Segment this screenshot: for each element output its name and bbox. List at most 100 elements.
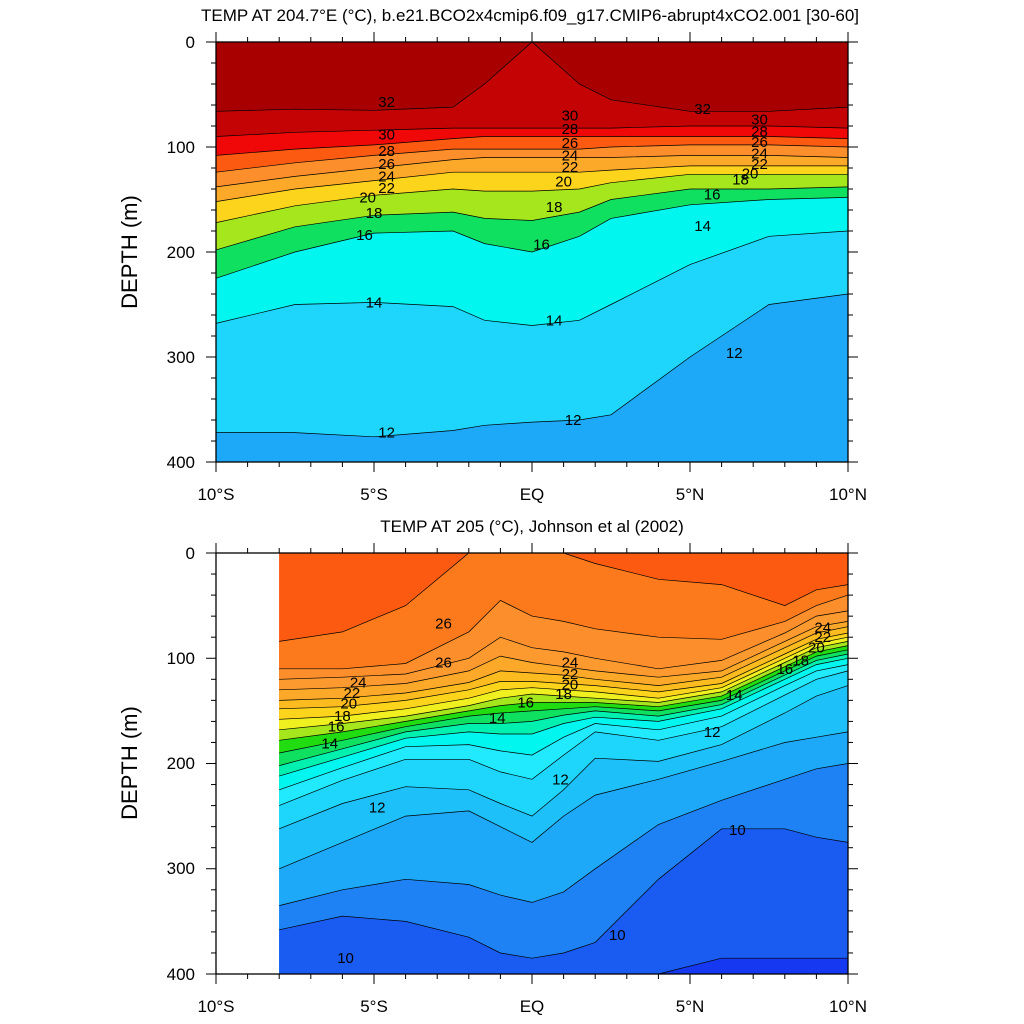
y-axis-label: DEPTH (m) <box>117 195 142 309</box>
panel-title: TEMP AT 205 (°C), Johnson et al (2002) <box>380 517 684 536</box>
isotherm-10-line <box>279 828 849 959</box>
isotherm-28-line <box>215 136 849 156</box>
contour-label: 14 <box>489 710 506 727</box>
contour-label: 26 <box>378 156 395 173</box>
x-tick-label: 10°S <box>197 997 234 1016</box>
contour-label: 26 <box>562 135 579 152</box>
contour-label: 32 <box>378 94 395 111</box>
contour-label: 20 <box>555 174 572 191</box>
contour-label: 20 <box>340 696 357 713</box>
y-tick-label: 200 <box>167 754 195 773</box>
isotherm-12-line <box>279 731 849 870</box>
contour-label: 28 <box>562 121 579 138</box>
contour-label: 20 <box>742 165 759 182</box>
contour-label: 24 <box>814 620 831 637</box>
contour-label: 12 <box>704 724 721 741</box>
isotherm-24-line <box>279 621 849 691</box>
isotherm-22-line <box>279 632 849 710</box>
x-tick-label: 10°S <box>197 485 234 504</box>
isotherm-13-line <box>279 685 849 830</box>
contour-label: 18 <box>732 172 749 189</box>
contour-labels: 2626242220181614121024222018161412102422… <box>321 616 831 968</box>
isotherm-16-line <box>215 197 849 279</box>
x-tick-label: 10°N <box>829 997 867 1016</box>
contour-label: 24 <box>350 674 367 691</box>
contour-label: 28 <box>751 123 768 140</box>
panel-title: TEMP AT 204.7°E (°C), b.e21.BCO2x4cmip6.… <box>201 6 859 25</box>
contour-label: 26 <box>435 616 452 633</box>
isotherm-11-line <box>279 763 849 906</box>
contour-label: 16 <box>517 694 534 711</box>
contour-label: 22 <box>562 159 579 176</box>
contour-label: 28 <box>378 143 395 160</box>
contour-label: 22 <box>751 156 768 173</box>
isotherm-15-line <box>279 664 849 791</box>
contour-label: 18 <box>546 199 563 216</box>
isotherm-25-line <box>279 610 849 680</box>
y-tick-label: 200 <box>167 243 195 262</box>
contour-label: 32 <box>694 101 711 118</box>
contour-label: 22 <box>378 180 395 197</box>
contour-label: 12 <box>565 412 582 429</box>
contour-label: 20 <box>808 640 825 657</box>
contour-label: 16 <box>533 237 550 254</box>
contour-label: 22 <box>344 685 361 702</box>
isotherm-14-line <box>215 230 849 326</box>
contour-label: 14 <box>694 218 711 235</box>
isotherm-18-line <box>215 186 849 251</box>
y-tick-label: 0 <box>186 544 195 563</box>
y-tick-label: 300 <box>167 348 195 367</box>
isotherm-12-fill <box>216 294 848 462</box>
contour-label: 10 <box>609 927 626 944</box>
contour-label: 18 <box>555 686 572 703</box>
y-tick-label: 100 <box>167 138 195 157</box>
y-axis-label: DEPTH (m) <box>117 706 142 820</box>
contour-label: 20 <box>562 677 579 694</box>
isotherm-17-line <box>279 653 849 766</box>
isotherm-24-line <box>215 155 849 188</box>
contour-lines <box>279 552 849 975</box>
x-tick-label: 5°N <box>676 485 705 504</box>
isotherm-12-line <box>216 293 849 438</box>
contour-label: 22 <box>814 629 831 646</box>
contour-label: 16 <box>776 661 793 678</box>
isotherm-18-line <box>279 649 849 754</box>
contour-label: 26 <box>751 134 768 151</box>
isotherm-23-line <box>279 626 849 701</box>
y-tick-label: 100 <box>167 649 195 668</box>
isotherm-14-line <box>279 670 849 806</box>
contour-label: 26 <box>435 654 452 671</box>
contour-label: 10 <box>337 950 354 967</box>
contour-label: 14 <box>321 736 338 753</box>
contour-label: 16 <box>328 719 345 736</box>
contour-label: 12 <box>369 800 386 817</box>
isotherm-26-line <box>279 594 849 670</box>
contour-label: 30 <box>378 126 395 143</box>
x-tick-label: 10°N <box>829 485 867 504</box>
contour-label: 30 <box>562 108 579 125</box>
isotherm-26-line <box>215 144 849 173</box>
isotherm-30-line <box>215 125 849 137</box>
y-tick-label: 300 <box>167 859 195 878</box>
contour-label: 12 <box>378 425 395 442</box>
contour-label: 14 <box>366 294 383 311</box>
x-tick-label: 5°N <box>676 997 705 1016</box>
y-tick-label: 400 <box>167 453 195 472</box>
contour-label: 20 <box>359 189 376 206</box>
contour-label: 22 <box>562 666 579 683</box>
x-tick-label: EQ <box>520 485 545 504</box>
contour-label: 14 <box>546 312 563 329</box>
contour-label: 10 <box>729 822 746 839</box>
contour-label: 24 <box>751 145 768 162</box>
contour-label: 14 <box>726 687 743 704</box>
contour-label: 24 <box>378 168 395 185</box>
isotherm-21-line <box>279 636 849 720</box>
contour-label: 30 <box>751 112 768 129</box>
isotherm-20-line <box>279 641 849 731</box>
isotherm-10-fill <box>279 828 848 974</box>
axis-ticks <box>206 543 858 984</box>
x-tick-label: 5°S <box>360 485 388 504</box>
contour-label: 12 <box>726 345 743 362</box>
contour-fills <box>216 42 848 463</box>
